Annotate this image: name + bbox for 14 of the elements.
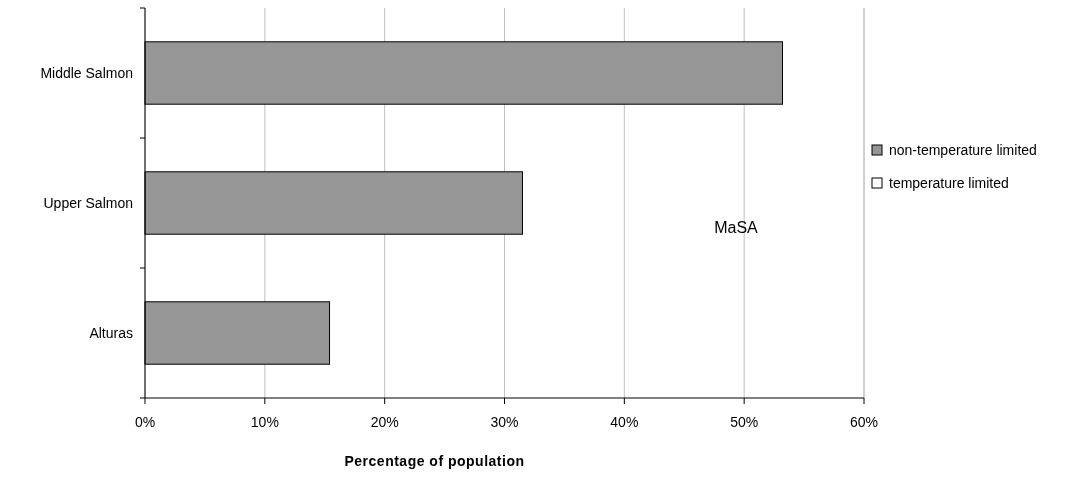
- x-tick-label: 20%: [370, 414, 399, 430]
- x-tick-label: 30%: [490, 414, 519, 430]
- x-tick-label: 50%: [730, 414, 759, 430]
- y-tick-label: Upper Salmon: [43, 194, 133, 211]
- x-axis-title: Percentage of population: [344, 453, 525, 469]
- legend-label: temperature limited: [889, 174, 1009, 191]
- x-tick-label: 10%: [250, 414, 279, 430]
- x-tick-label: 0%: [134, 414, 156, 430]
- x-tick-label: 60%: [849, 414, 879, 430]
- annotation: MaSA: [714, 219, 759, 236]
- y-tick-label: Middle Salmon: [40, 64, 133, 81]
- y-tick-label: Alturas: [89, 324, 133, 341]
- x-tick-label: 40%: [610, 414, 639, 430]
- legend-label: non-temperature limited: [889, 141, 1037, 158]
